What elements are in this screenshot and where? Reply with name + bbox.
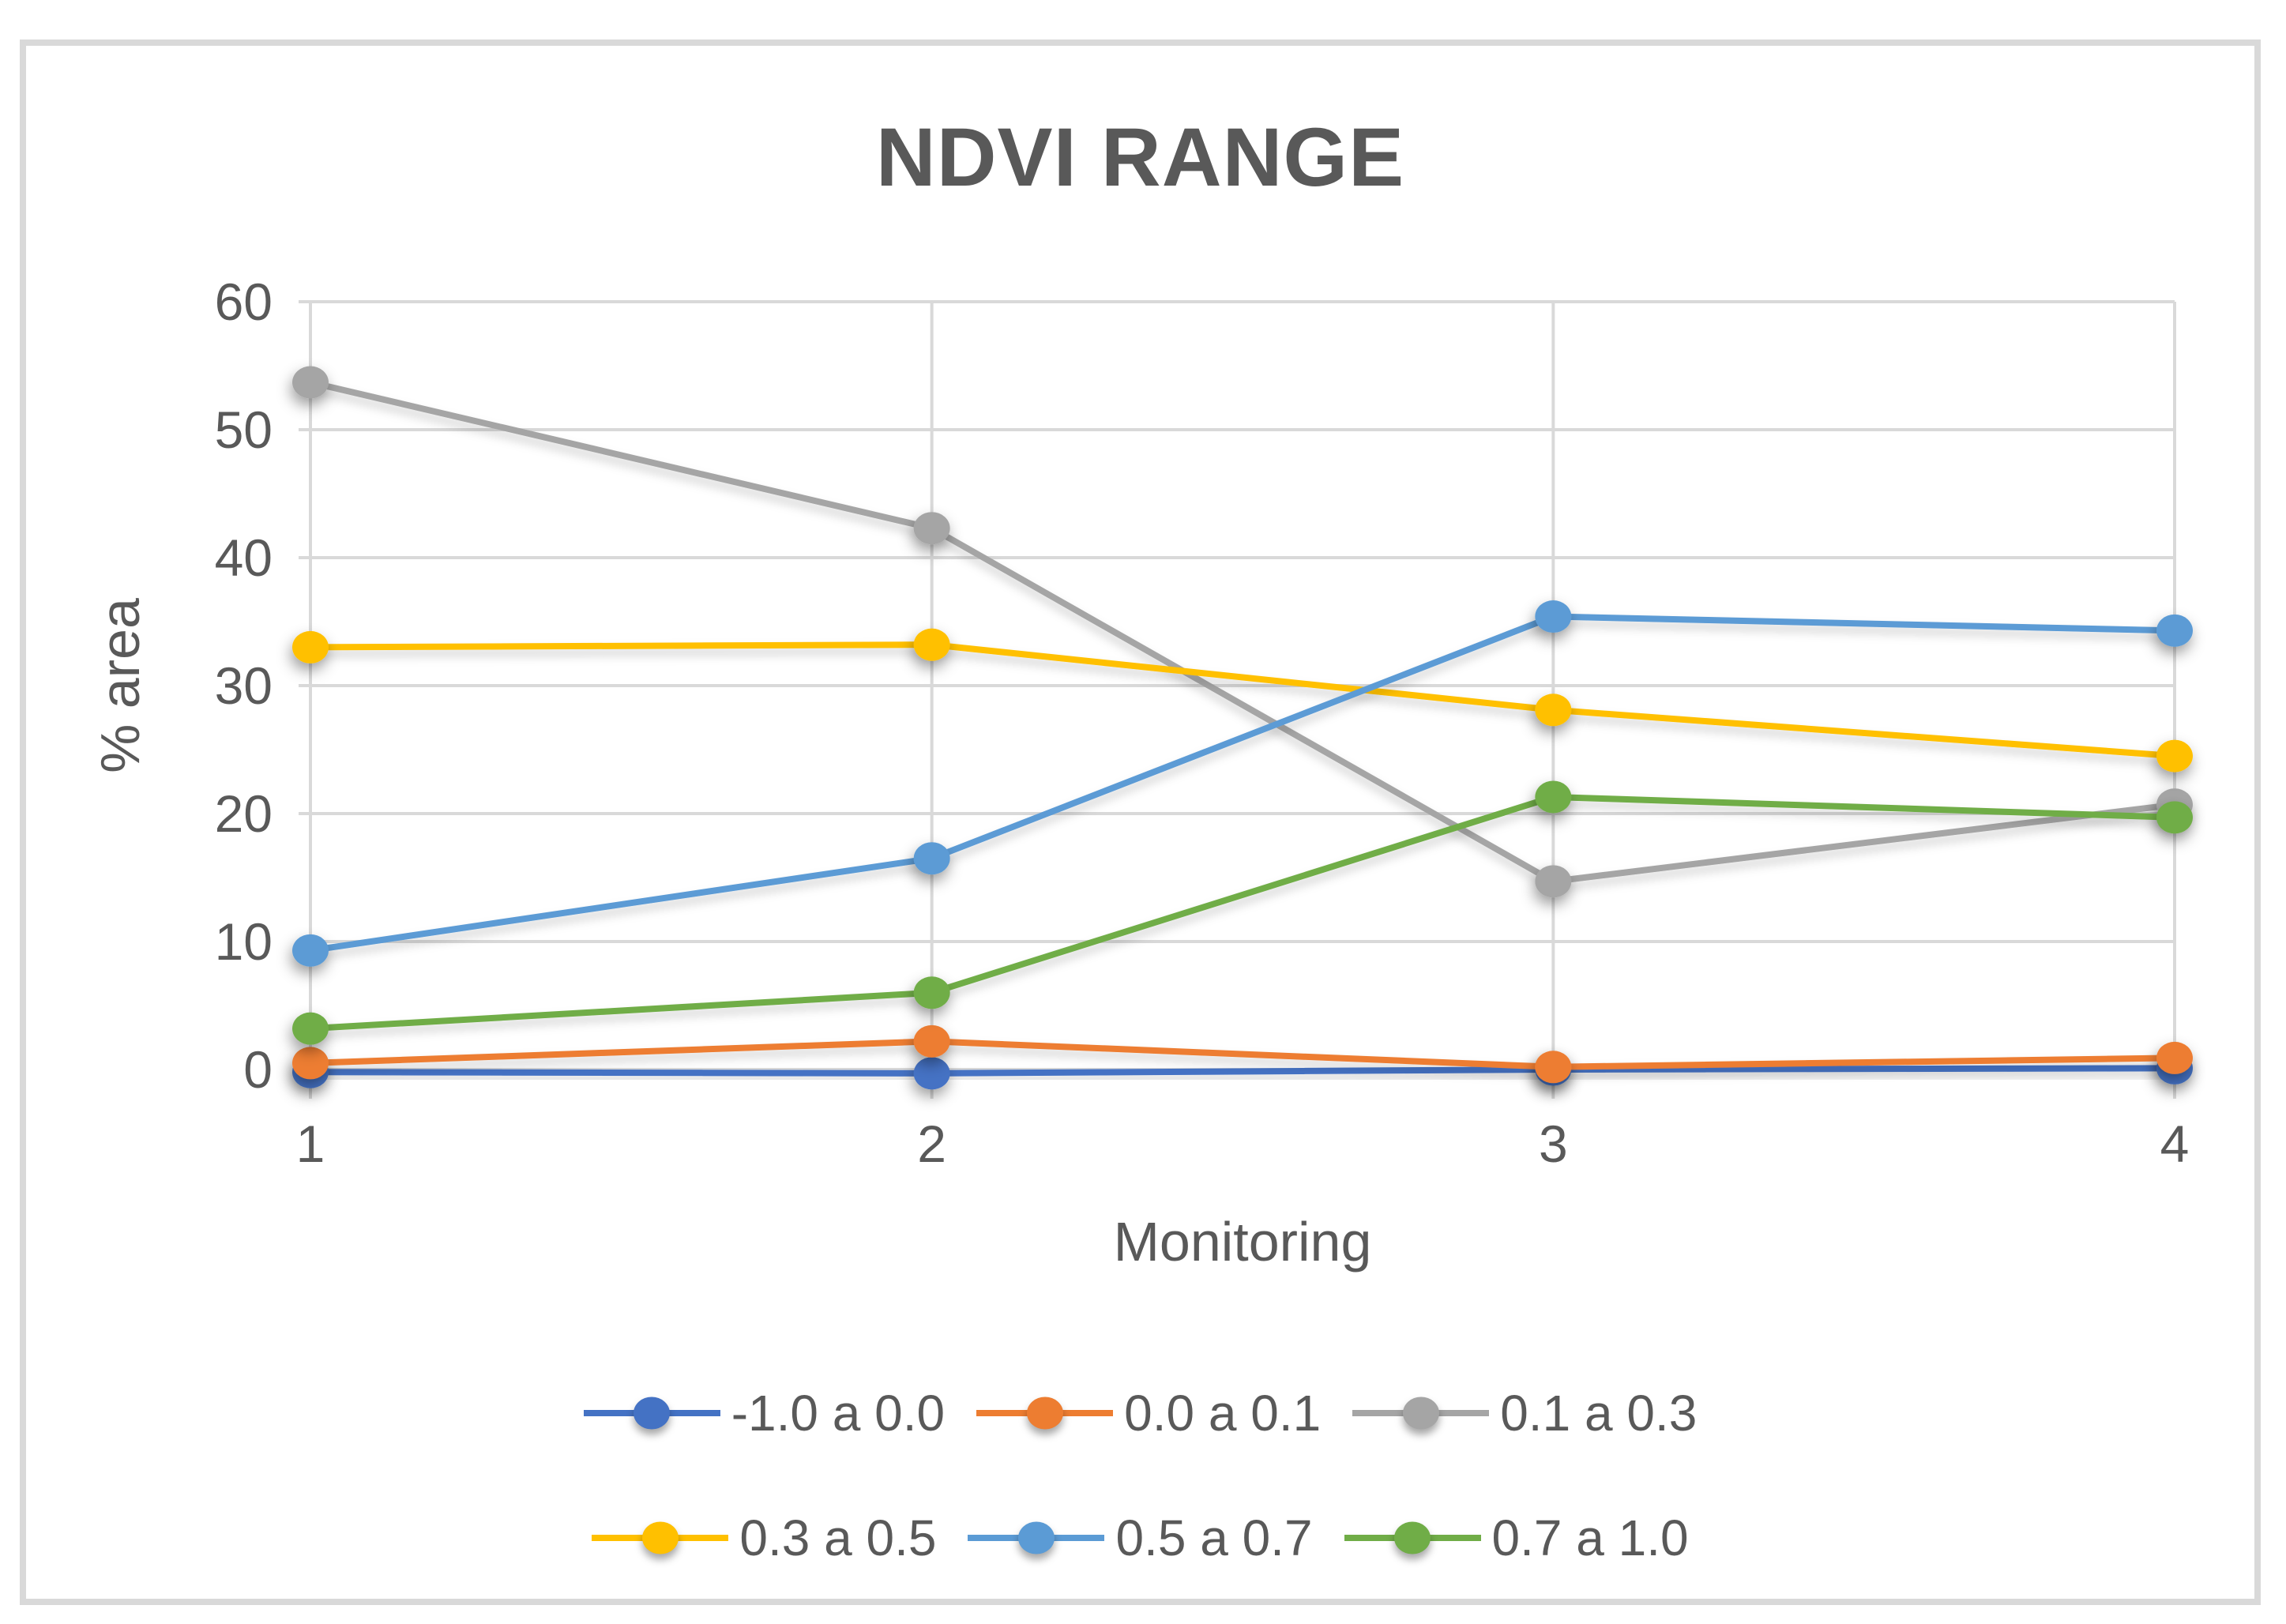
series-0.0-a-0.1 <box>292 1024 2193 1084</box>
data-point-marker <box>292 1047 329 1080</box>
y-tick-label: 50 <box>215 400 273 459</box>
legend-row: -1.0 a 0.0 0.0 a 0.1 0.1 a 0.3 <box>583 1384 1697 1442</box>
data-point-marker <box>2156 614 2193 647</box>
legend-entry-0.7-a-1.0: 0.7 a 1.0 <box>1344 1509 1689 1567</box>
legend-marker-icon <box>1344 1516 1481 1560</box>
legend-label: 0.5 a 0.7 <box>1115 1509 1313 1566</box>
legend-label: 0.1 a 0.3 <box>1500 1385 1698 1442</box>
y-tick-label: 0 <box>243 1040 273 1099</box>
legend-entry--1.0-a-0.0: -1.0 a 0.0 <box>583 1384 946 1442</box>
series--1.0-a-0.0 <box>292 1051 2193 1090</box>
series-layer <box>292 366 2193 1090</box>
data-point-marker <box>1535 1051 1572 1084</box>
legend-label: 0.0 a 0.1 <box>1124 1385 1322 1442</box>
legend-marker-icon <box>968 1516 1105 1560</box>
gridlines <box>299 300 2176 1099</box>
data-point-marker <box>1535 694 1572 727</box>
data-point-marker <box>913 1057 950 1090</box>
chart-title: NDVI RANGE <box>875 111 1405 204</box>
legend-entry-0.0-a-0.1: 0.0 a 0.1 <box>976 1384 1321 1442</box>
legend-row: 0.3 a 0.5 0.5 a 0.7 0.7 a 1.0 <box>592 1509 1689 1567</box>
series-line <box>307 613 2178 954</box>
data-point-marker <box>292 630 329 664</box>
tick-labels: 0 10 20 30 40 50 60 1 2 3 4 <box>215 273 2190 1173</box>
data-point-marker <box>913 1024 950 1058</box>
x-axis-title: Monitoring <box>1113 1211 1372 1273</box>
series-line <box>307 1065 2178 1077</box>
data-point-marker <box>292 366 329 399</box>
series-line <box>307 793 2178 1032</box>
y-tick-label: 40 <box>215 528 273 587</box>
y-tick-label: 60 <box>215 273 273 331</box>
series-0.7-a-1.0 <box>292 780 2193 1045</box>
data-point-marker <box>2156 739 2193 773</box>
data-point-marker <box>2156 801 2193 834</box>
data-point-marker <box>913 842 950 875</box>
x-tick-label: 3 <box>1539 1115 1568 1173</box>
data-point-marker <box>913 628 950 661</box>
data-point-marker <box>913 976 950 1009</box>
legend-marker-icon <box>1352 1391 1490 1435</box>
legend-label: -1.0 a 0.0 <box>731 1385 946 1442</box>
x-tick-label: 1 <box>296 1115 325 1173</box>
data-point-marker <box>1535 780 1572 814</box>
data-point-marker <box>913 512 950 545</box>
data-point-marker <box>292 934 329 967</box>
legend-marker-icon <box>592 1516 729 1560</box>
legend: -1.0 a 0.0 0.0 a 0.1 0.1 a 0.3 0.3 a 0.5 0.5… <box>20 1384 2261 1567</box>
y-tick-label: 20 <box>215 784 273 843</box>
data-point-marker <box>1535 600 1572 633</box>
x-tick-label: 4 <box>2160 1115 2190 1173</box>
legend-entry-0.3-a-0.5: 0.3 a 0.5 <box>592 1509 936 1567</box>
series-0.3-a-0.5 <box>292 628 2193 773</box>
y-tick-label: 30 <box>215 656 273 715</box>
series-line <box>307 641 2178 760</box>
series-line <box>307 1038 2178 1070</box>
series-0.1-a-0.3 <box>292 366 2193 898</box>
data-point-marker <box>2156 1041 2193 1074</box>
legend-entry-0.1-a-0.3: 0.1 a 0.3 <box>1352 1384 1697 1442</box>
y-tick-label: 10 <box>215 912 273 971</box>
legend-label: 0.7 a 1.0 <box>1491 1509 1689 1566</box>
series-line <box>307 379 2178 885</box>
data-point-marker <box>1535 865 1572 898</box>
data-point-marker <box>292 1012 329 1045</box>
legend-label: 0.3 a 0.5 <box>739 1509 937 1566</box>
legend-entry-0.5-a-0.7: 0.5 a 0.7 <box>968 1509 1313 1567</box>
legend-marker-icon <box>976 1391 1114 1435</box>
x-tick-label: 2 <box>917 1115 946 1173</box>
legend-marker-icon <box>583 1391 720 1435</box>
series-0.5-a-0.7 <box>292 600 2193 967</box>
